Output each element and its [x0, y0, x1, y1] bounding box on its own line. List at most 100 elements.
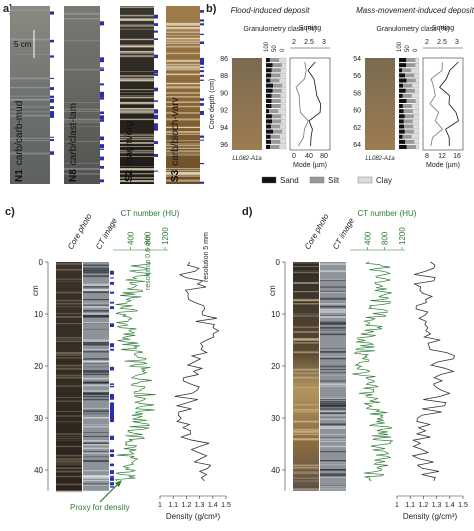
plot-frame	[290, 58, 330, 150]
band	[120, 96, 154, 97]
band	[320, 316, 346, 317]
band	[320, 473, 346, 475]
band	[83, 291, 109, 293]
clay	[416, 78, 419, 82]
marker	[200, 182, 204, 184]
band	[83, 460, 109, 461]
band	[83, 461, 109, 462]
marker	[50, 99, 54, 103]
silt	[272, 104, 281, 108]
band	[320, 438, 346, 440]
clay	[413, 109, 419, 113]
marker	[110, 436, 114, 440]
silt	[271, 140, 280, 144]
silt	[407, 99, 416, 103]
tick-label: 62	[353, 125, 361, 132]
clay	[280, 135, 286, 139]
band	[320, 413, 346, 414]
core-label: N1carb/carb-mud	[14, 101, 25, 182]
band	[293, 342, 319, 343]
band	[293, 351, 319, 353]
band	[320, 423, 346, 425]
band	[120, 55, 154, 56]
marker	[200, 111, 204, 112]
sand	[266, 73, 271, 77]
band	[64, 40, 100, 41]
tick-label: 800	[381, 231, 390, 245]
marker	[154, 171, 158, 172]
tick-label: 0	[39, 258, 44, 267]
band	[56, 458, 82, 460]
marker	[50, 96, 54, 98]
silt	[272, 119, 281, 123]
marker	[110, 407, 114, 411]
marker	[154, 116, 158, 118]
sand	[399, 63, 406, 67]
clay	[279, 145, 286, 149]
band	[56, 352, 82, 354]
tick-label: 8	[425, 153, 429, 160]
band	[120, 78, 154, 79]
silt	[404, 124, 413, 128]
panel-label: b)	[206, 3, 217, 15]
silt	[272, 114, 281, 118]
band	[64, 13, 100, 15]
sand	[399, 109, 404, 113]
silt	[406, 63, 415, 67]
marker	[100, 21, 104, 25]
band	[320, 401, 346, 402]
tick-label: 88	[220, 73, 228, 80]
band	[83, 432, 109, 433]
tick-label: 1.3	[195, 502, 205, 509]
band	[293, 434, 319, 435]
band	[64, 18, 100, 19]
sand	[266, 124, 271, 128]
marker	[200, 103, 204, 106]
marker	[200, 140, 204, 141]
tick-label: 1	[395, 502, 399, 509]
band	[120, 119, 154, 120]
band	[320, 309, 346, 311]
silt	[271, 135, 280, 139]
band	[166, 30, 200, 31]
marker	[110, 394, 114, 396]
tick-label: 50	[272, 45, 278, 52]
band	[56, 365, 82, 367]
band	[120, 56, 154, 57]
band	[293, 282, 319, 284]
clay	[414, 140, 419, 144]
band	[293, 377, 319, 379]
core-id: N1	[14, 169, 25, 182]
band	[83, 382, 109, 383]
sand	[399, 68, 402, 72]
band	[320, 349, 346, 350]
band	[293, 431, 319, 432]
band	[83, 414, 109, 415]
band	[56, 292, 82, 294]
sand	[266, 99, 272, 103]
legend-swatch	[310, 177, 324, 183]
band	[320, 367, 346, 368]
clay	[415, 58, 419, 62]
band	[83, 303, 109, 305]
band	[320, 356, 346, 357]
marker	[50, 87, 54, 90]
band	[56, 460, 82, 461]
band	[83, 310, 109, 312]
marker	[100, 144, 104, 148]
sand	[266, 140, 271, 144]
band	[320, 386, 346, 387]
band	[83, 342, 109, 343]
marker	[200, 80, 204, 81]
band	[120, 26, 154, 27]
band	[320, 327, 346, 328]
legend-label: Clay	[376, 176, 392, 185]
profile-line	[413, 262, 455, 481]
band	[83, 358, 109, 359]
marker	[110, 464, 114, 467]
tick-label: 2	[425, 39, 429, 46]
band	[166, 31, 200, 33]
band	[120, 168, 154, 170]
tick-label: 40	[305, 153, 313, 160]
